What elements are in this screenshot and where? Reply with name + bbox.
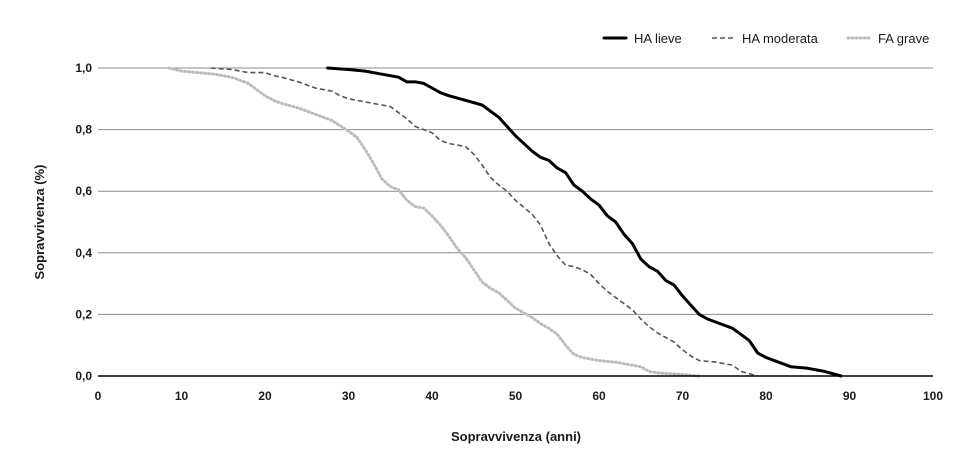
x-tick-label: 100 — [923, 389, 943, 403]
legend: HA lieve HA moderata FA grave — [602, 31, 929, 46]
x-tick-label: 30 — [342, 389, 356, 403]
x-tick-label: 90 — [843, 389, 857, 403]
legend-label-3: FA grave — [878, 31, 929, 46]
series-lines — [167, 66, 843, 378]
legend-label-1: HA lieve — [634, 31, 682, 46]
y-tick-label: 0,0 — [75, 369, 92, 383]
x-tick-label: 10 — [175, 389, 189, 403]
x-tick-label: 70 — [676, 389, 690, 403]
x-tick-label: 0 — [95, 389, 102, 403]
series-line-2 — [210, 67, 758, 377]
series-line-1 — [326, 66, 843, 378]
y-tick-label: 1,0 — [75, 61, 92, 75]
x-tick-labels: 0 10 20 30 40 50 60 70 80 90 100 — [95, 389, 944, 403]
y-tick-label: 0,4 — [75, 246, 92, 260]
y-tick-label: 0,6 — [75, 184, 92, 198]
x-tick-label: 60 — [592, 389, 606, 403]
legend-label-2: HA moderata — [742, 31, 819, 46]
y-tick-label: 0,2 — [75, 307, 92, 321]
y-tick-label: 0,8 — [75, 123, 92, 137]
x-tick-label: 40 — [425, 389, 439, 403]
x-tick-label: 20 — [258, 389, 272, 403]
x-tick-label: 50 — [509, 389, 523, 403]
y-axis-title: Sopravvivenza (%) — [32, 165, 47, 280]
x-tick-label: 80 — [759, 389, 773, 403]
series-line-3 — [167, 66, 701, 378]
y-tick-labels: 0,0 0,2 0,4 0,6 0,8 1,0 — [75, 61, 92, 383]
gridlines — [98, 67, 933, 315]
x-axis-title: Sopravvivenza (anni) — [451, 429, 581, 444]
